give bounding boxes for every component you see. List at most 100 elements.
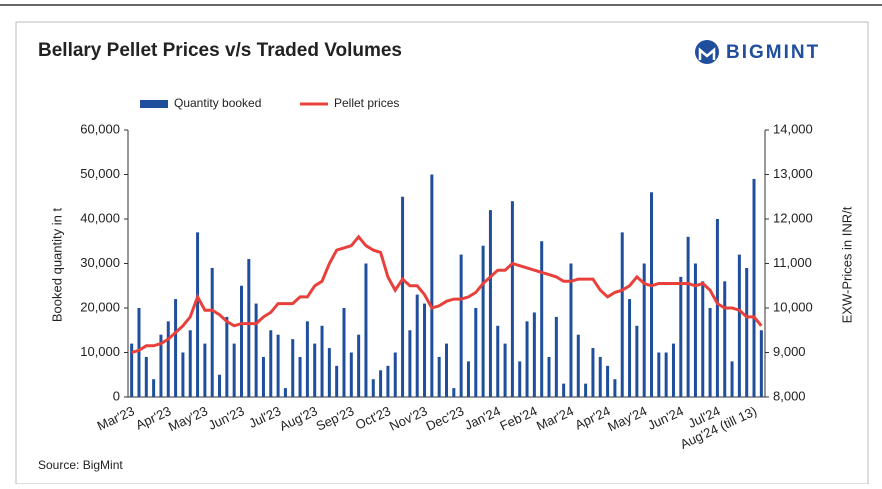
x-tick-label: May'23 xyxy=(166,403,210,434)
x-tick-label: Nov'23 xyxy=(387,403,430,434)
brand: BIGMINT xyxy=(726,42,820,63)
bar xyxy=(232,343,236,397)
bar xyxy=(320,325,324,397)
price-line xyxy=(131,234,763,354)
source: Source: BigMint xyxy=(38,458,123,472)
bar xyxy=(525,321,529,397)
y2-tick-label: 13,000 xyxy=(773,166,813,181)
bar xyxy=(459,254,463,397)
bar xyxy=(723,281,727,397)
bar xyxy=(613,379,617,397)
bar xyxy=(152,379,156,397)
bar xyxy=(679,276,683,397)
bar xyxy=(584,383,588,397)
bar xyxy=(664,352,668,397)
bar xyxy=(628,299,632,397)
bar xyxy=(686,236,690,397)
bar xyxy=(452,388,456,397)
x-tick-label: Mar'23 xyxy=(95,403,137,433)
bar xyxy=(745,267,749,397)
bar xyxy=(576,334,580,397)
bar xyxy=(532,312,536,397)
bar xyxy=(642,263,646,397)
bar xyxy=(203,343,207,397)
bar xyxy=(305,321,309,397)
bar xyxy=(144,356,148,397)
bar xyxy=(371,379,375,397)
y2-tick-label: 9,000 xyxy=(773,344,806,359)
x-tick-label: Apr'24 xyxy=(573,403,613,432)
bar xyxy=(254,303,258,397)
bar xyxy=(540,241,544,397)
bar xyxy=(393,352,397,397)
bar xyxy=(159,334,163,397)
x-tick-label: Aug'23 xyxy=(277,403,320,434)
x-tick-label: Jan'24 xyxy=(462,403,503,433)
bar xyxy=(657,352,661,397)
y-tick-label: 30,000 xyxy=(80,255,120,270)
bar xyxy=(620,232,624,397)
y-tick-label: 10,000 xyxy=(80,344,120,359)
bar xyxy=(408,330,412,397)
legend-label: Pellet prices xyxy=(334,96,399,110)
bar xyxy=(276,334,280,397)
y2-tick-label: 14,000 xyxy=(773,121,813,136)
bar xyxy=(474,308,478,397)
bar xyxy=(166,321,170,397)
x-tick-label: Feb'24 xyxy=(497,403,539,433)
bar xyxy=(298,356,302,397)
legend-label: Quantity booked xyxy=(174,96,261,110)
bar xyxy=(708,308,712,397)
bar xyxy=(313,343,317,397)
bar xyxy=(554,316,558,397)
bar xyxy=(423,303,427,397)
bar xyxy=(737,254,741,397)
bar xyxy=(357,334,361,397)
bar xyxy=(730,361,734,397)
y-tick-label: 20,000 xyxy=(80,299,120,314)
bar xyxy=(466,361,470,397)
bar xyxy=(701,281,705,397)
bar xyxy=(342,308,346,397)
bar xyxy=(196,232,200,397)
y2-tick-label: 12,000 xyxy=(773,210,813,225)
bar xyxy=(437,356,441,397)
bar xyxy=(650,192,654,397)
bar xyxy=(496,325,500,397)
bar xyxy=(247,259,251,397)
bar xyxy=(379,370,383,397)
y2-tick-label: 8,000 xyxy=(773,388,806,403)
bar xyxy=(635,325,639,397)
legend-swatch xyxy=(140,100,168,108)
x-tick-label: Jun'23 xyxy=(206,403,247,433)
bar xyxy=(598,356,602,397)
chart-title: Bellary Pellet Prices v/s Traded Volumes xyxy=(38,40,402,61)
bar xyxy=(518,361,522,397)
bar xyxy=(752,178,756,397)
logo-icon xyxy=(695,40,719,64)
bar xyxy=(401,196,405,397)
bar xyxy=(174,299,178,397)
x-tick-label: Mar'24 xyxy=(534,403,576,433)
bar xyxy=(562,383,566,397)
bar xyxy=(218,374,222,397)
x-tick-label: Sep'23 xyxy=(314,403,357,434)
bar xyxy=(430,174,434,397)
bar xyxy=(291,339,295,397)
x-tick-label: Oct'23 xyxy=(353,403,393,432)
bar xyxy=(261,356,265,397)
bar xyxy=(269,330,273,397)
bar xyxy=(327,348,331,397)
bar xyxy=(671,343,675,397)
y-axis-label: Booked quantity in t xyxy=(49,208,64,323)
bar xyxy=(510,201,514,397)
bar xyxy=(547,356,551,397)
bar xyxy=(503,343,507,397)
bar xyxy=(481,245,485,397)
bar xyxy=(759,330,763,397)
bar xyxy=(283,388,287,397)
x-tick-label: Jul'23 xyxy=(246,403,283,431)
bar xyxy=(591,348,595,397)
y-tick-label: 40,000 xyxy=(80,210,120,225)
